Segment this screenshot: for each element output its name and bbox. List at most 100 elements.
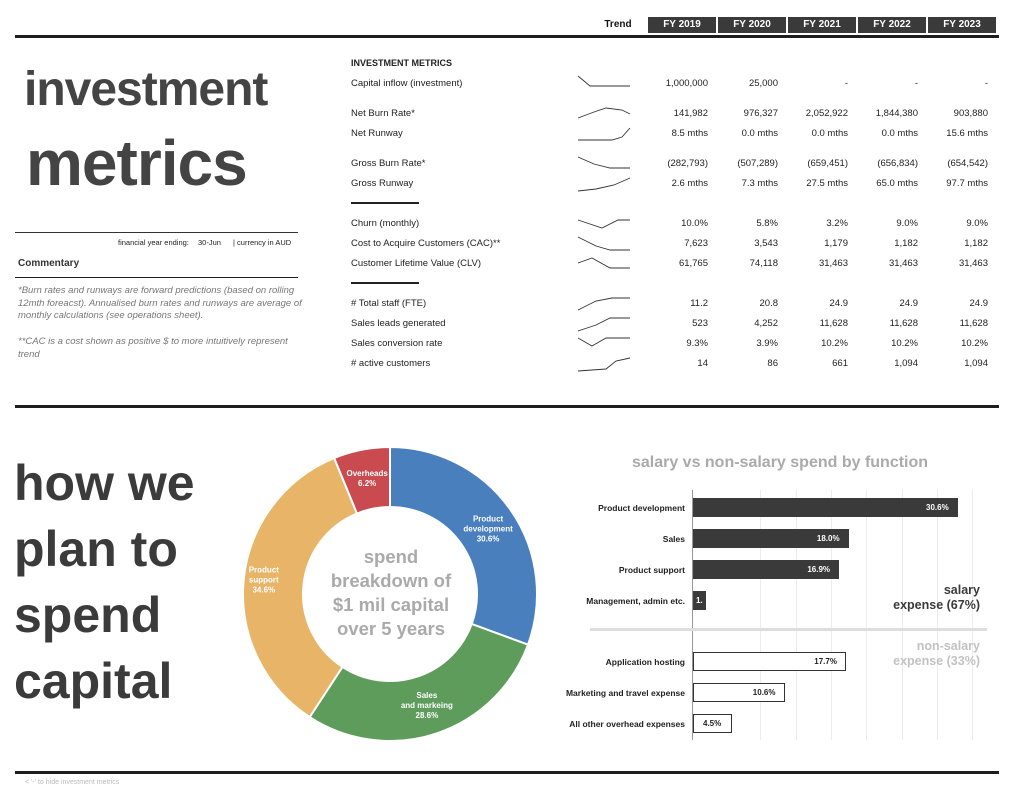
trend-sparkline [577,317,630,332]
metric-value: 74,118 [749,258,778,269]
bar-value-label: 1. [695,596,703,605]
spend-title-line: plan to [14,521,178,577]
title-investment: investment [24,63,268,116]
metric-value: 523 [692,318,708,329]
metric-value: 11,628 [889,318,918,329]
sparkline-path [577,357,631,372]
donut-slice [308,622,530,742]
trend-sparkline [577,337,630,347]
trend-sparkline [577,75,630,87]
bar-value-label: 17.7% [814,657,837,666]
year-header-2020: FY 2020 [718,17,786,33]
metric-value: 8.5 mths [671,128,708,139]
donut-center-line: $1 mil capital [332,594,450,615]
spend-title-line: capital [14,653,173,709]
year-header-2022: FY 2022 [858,17,926,33]
commentary-divider [15,277,298,278]
spend-title-line: how we [14,455,195,511]
trend-header: Trend [604,19,632,30]
metric-value: 903,880 [953,108,988,119]
metric-label: Net Burn Rate* [351,108,415,119]
metric-value: 97.7 mths [946,178,988,189]
salary-split-line [590,628,987,631]
slice-label: Overheads 6.2% [346,469,388,488]
sparkline-path [577,337,630,347]
spend-bar [693,652,847,671]
metric-value: 14 [697,358,708,369]
trend-sparkline [577,257,630,269]
metric-value: 24.9 [829,298,849,309]
bar-category-label: Application hosting [605,657,685,667]
metric-value: 5.8% [756,218,778,229]
salary-label-line: expense (67%) [893,598,980,612]
spend-title: how we plan to spend capital [14,450,195,714]
currency-label: | currency in AUD [233,238,292,247]
bar-gridline [760,490,761,740]
trend-sparkline [578,127,631,141]
sparkline-path [577,236,630,251]
metric-value: 1,094 [894,358,918,369]
nonsalary-label-line: non-salary [916,639,980,653]
metric-value: 2.6 mths [671,178,708,189]
metric-value: 0.0 mths [811,128,848,139]
trend-sparkline [577,156,630,169]
slice-label: Product development 30.6% [463,514,513,543]
metric-value: 24.9 [899,298,919,309]
bar-category-label: All other overhead expenses [569,719,685,729]
spend-bar [693,683,785,702]
slice-label: Product support 34.6% [249,566,280,595]
bar-category-label: Marketing and travel expense [565,688,685,698]
trend-sparkline [577,219,630,229]
metric-value: 9.0% [966,218,988,229]
meta-divider [15,232,298,233]
metric-label: Cost to Acquire Customers (CAC)** [351,238,501,249]
metric-value: 15.6 mths [946,128,988,139]
bar-gridline [902,490,903,740]
metric-value: 31,463 [888,258,918,269]
salary-label-line: salary [943,583,980,597]
nonsalary-group-label: non-salary expense (33%) [893,639,980,669]
metric-value: (507,289) [737,158,778,169]
metric-value: 0.0 mths [741,128,778,139]
donut-slice [332,445,391,515]
metric-value: 61,765 [678,258,708,269]
metric-value: 20.8 [759,298,779,309]
burn-rate-note: *Burn rates and runways are forward pred… [18,285,302,321]
trend-sparkline [577,107,631,119]
metric-value: (654,542) [947,158,988,169]
metric-value: 1,844,380 [875,108,918,119]
investment-metrics-heading: INVESTMENT METRICS [351,58,453,68]
spend-bar [693,498,958,517]
metric-label: # Total staff (FTE) [351,298,427,309]
bar-axis [692,490,693,740]
sparkline-path [577,317,630,332]
bar-value-label: 30.6% [926,503,949,512]
donut-center-line: breakdown of [330,570,452,591]
middle-divider [15,405,999,408]
sparkline-path [577,257,630,269]
year-header-2019: FY 2019 [648,17,716,33]
metric-value: 10.2% [961,338,988,349]
metric-value: 3,543 [754,238,778,249]
metric-value: (282,793) [667,158,708,169]
fy-label: financial year ending: [118,238,189,247]
fy-value: 30-Jun [198,238,221,247]
salary-group-label: salary expense (67%) [893,583,980,613]
bar-gridline [796,490,797,740]
metric-value: 10.2% [891,338,918,349]
metric-value: 2,052,922 [805,108,848,119]
metric-value: 0.0 mths [881,128,918,139]
bar-gridline [866,490,867,740]
metric-value: (659,451) [807,158,848,169]
sparkline-path [577,297,630,311]
bar-category-label: Sales [662,534,685,544]
metric-value: 10.2% [821,338,848,349]
metric-label: Capital inflow (investment) [351,78,463,89]
bar-value-label: 4.5% [703,719,722,728]
bar-category-label: Product development [598,503,685,513]
metric-label: Gross Runway [351,178,414,189]
metric-value: - [844,78,848,89]
trend-sparkline [577,297,630,311]
bar-gridline [831,490,832,740]
metric-value: 11,628 [959,318,988,329]
